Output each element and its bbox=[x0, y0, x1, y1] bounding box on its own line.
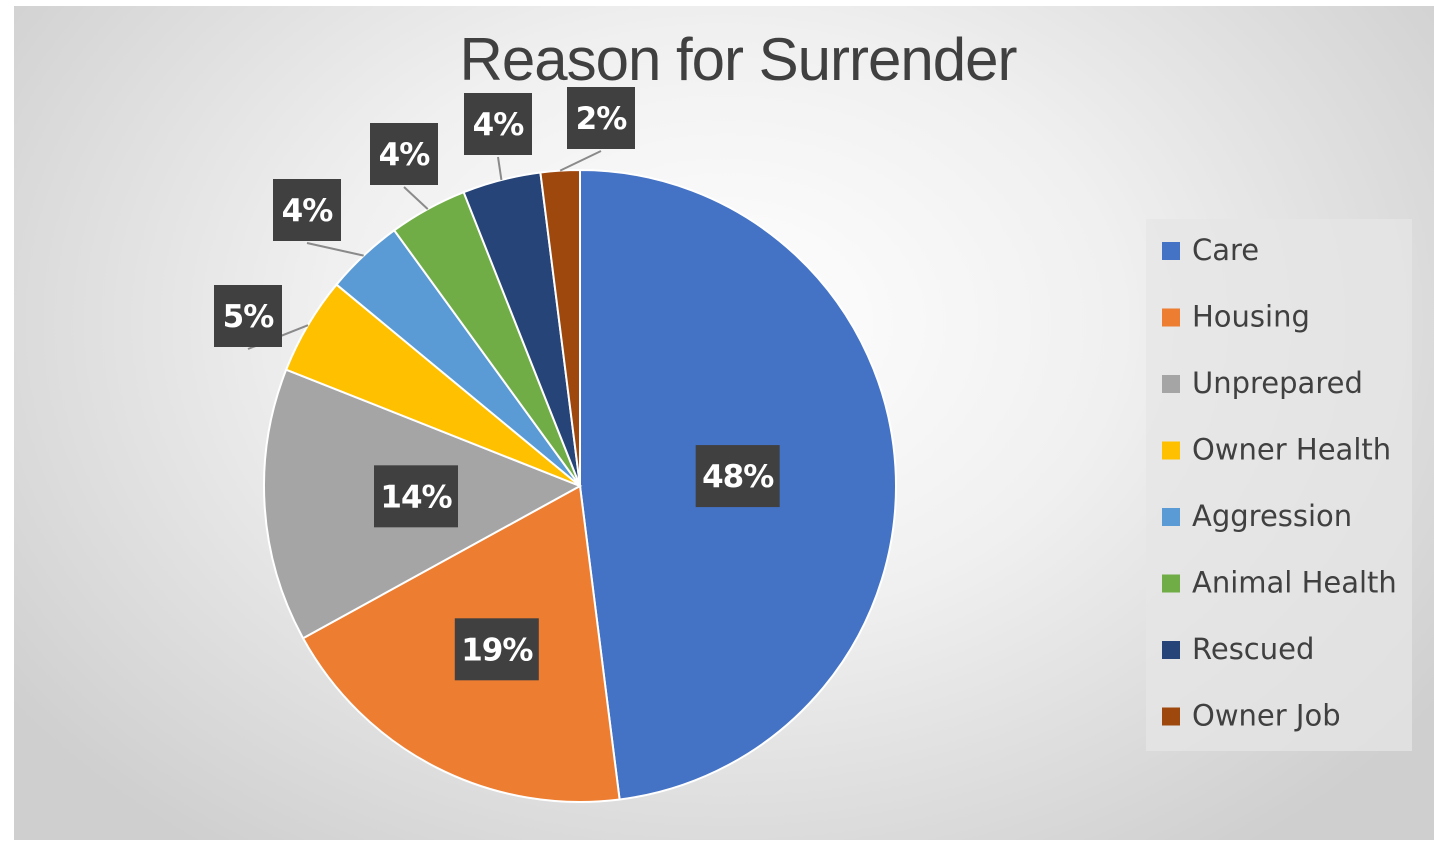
data-label-box bbox=[454, 618, 539, 681]
data-label-box bbox=[370, 123, 438, 185]
leader-line bbox=[306, 242, 364, 257]
leader-line bbox=[497, 156, 503, 181]
data-label: 4% bbox=[282, 193, 334, 229]
legend-swatch bbox=[1162, 441, 1180, 460]
legend-swatch bbox=[1162, 707, 1180, 726]
legend-entry: Aggression bbox=[1192, 499, 1352, 533]
data-label: 48% bbox=[702, 459, 774, 495]
data-label: 4% bbox=[379, 137, 431, 173]
data-labels: 48% 19% 14% 5% 4% 4% 4% 2% bbox=[214, 87, 780, 681]
data-label: 5% bbox=[223, 299, 275, 335]
data-label: 2% bbox=[576, 101, 628, 137]
chart-title: Reason for Surrender bbox=[460, 26, 1017, 93]
leader-line bbox=[403, 186, 429, 210]
legend-entry: Unprepared bbox=[1192, 366, 1363, 400]
legend: Care Housing Unprepared Owner Health Aggress… bbox=[1162, 233, 1397, 733]
data-label-box bbox=[464, 93, 532, 155]
legend-swatch bbox=[1162, 641, 1180, 659]
pie-slices bbox=[263, 168, 897, 803]
data-label-box bbox=[214, 285, 282, 347]
data-label: 14% bbox=[380, 479, 452, 515]
legend-swatch bbox=[1162, 242, 1180, 260]
legend-box bbox=[1146, 219, 1412, 751]
data-label: 19% bbox=[461, 632, 533, 668]
legend-swatch bbox=[1162, 508, 1180, 526]
legend-entry: Rescued bbox=[1192, 632, 1314, 666]
leader-line bbox=[559, 150, 602, 172]
legend-swatch bbox=[1162, 375, 1180, 393]
data-label-box bbox=[695, 445, 780, 508]
data-label-box bbox=[374, 465, 459, 528]
legend-swatch bbox=[1162, 308, 1180, 327]
legend-entry: Housing bbox=[1192, 300, 1310, 334]
legend-entry: Owner Health bbox=[1192, 433, 1391, 467]
data-label: 4% bbox=[473, 107, 525, 143]
data-label-box bbox=[273, 179, 341, 241]
legend-entry: Animal Health bbox=[1192, 566, 1397, 600]
legend-entry: Care bbox=[1192, 233, 1259, 267]
legend-entry: Owner Job bbox=[1192, 699, 1341, 733]
legend-swatch bbox=[1162, 574, 1180, 593]
data-label-box bbox=[567, 87, 635, 149]
